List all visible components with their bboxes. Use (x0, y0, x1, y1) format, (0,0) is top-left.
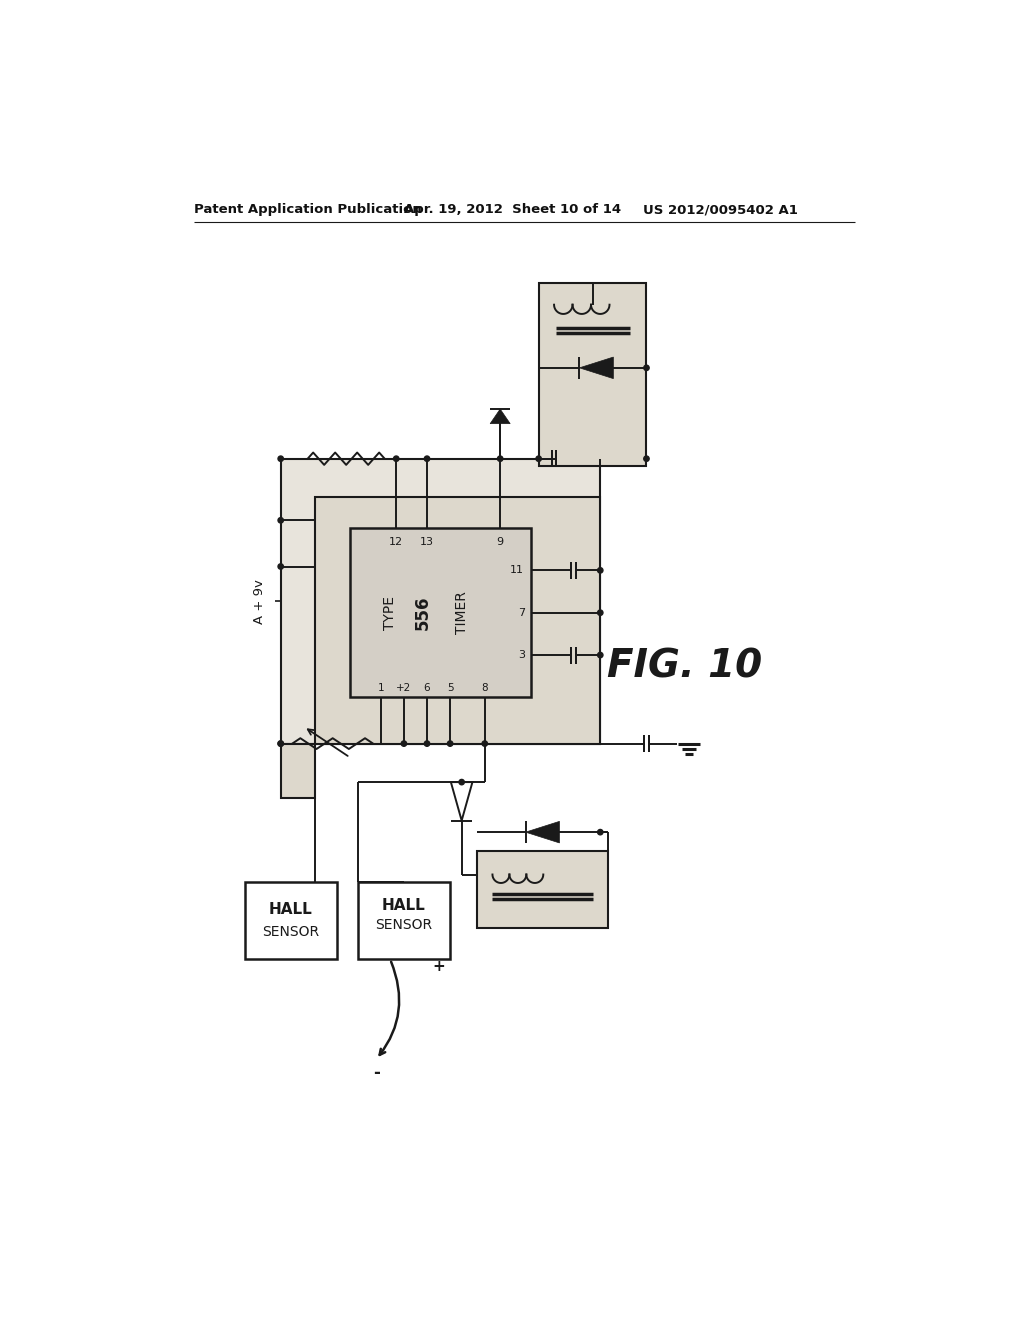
Circle shape (498, 455, 503, 462)
Circle shape (598, 829, 603, 834)
Circle shape (598, 652, 603, 657)
Bar (315, 498, 600, 743)
Bar (477, 851, 608, 928)
Circle shape (536, 455, 542, 462)
Circle shape (401, 741, 407, 746)
Text: -: - (373, 1064, 380, 1082)
Polygon shape (580, 358, 613, 379)
Polygon shape (525, 821, 559, 843)
Text: US 2012/0095402 A1: US 2012/0095402 A1 (643, 203, 798, 216)
Text: 5: 5 (446, 684, 454, 693)
Text: 3: 3 (518, 649, 525, 660)
Circle shape (393, 455, 399, 462)
Text: 11: 11 (510, 565, 524, 576)
Text: +: + (432, 960, 445, 974)
Circle shape (278, 741, 284, 746)
Circle shape (644, 455, 649, 462)
Text: 7: 7 (518, 607, 525, 618)
Circle shape (278, 455, 284, 462)
Bar (245, 882, 337, 960)
Circle shape (278, 741, 284, 746)
Text: 556: 556 (414, 595, 431, 630)
Text: TIMER: TIMER (456, 591, 469, 634)
Bar (357, 882, 451, 960)
Text: +2: +2 (396, 684, 412, 693)
Text: A + 9v: A + 9v (253, 578, 265, 623)
Bar (539, 284, 646, 466)
Circle shape (447, 741, 453, 746)
Text: TYPE: TYPE (383, 595, 397, 630)
Polygon shape (490, 409, 510, 424)
Text: 1: 1 (378, 684, 384, 693)
Text: 13: 13 (420, 537, 434, 546)
Circle shape (598, 568, 603, 573)
Circle shape (424, 741, 430, 746)
Text: SENSOR: SENSOR (376, 917, 432, 932)
Bar (281, 459, 600, 743)
Circle shape (424, 455, 430, 462)
Circle shape (598, 610, 603, 615)
Text: SENSOR: SENSOR (262, 925, 319, 940)
Bar (350, 528, 531, 697)
Text: HALL: HALL (269, 902, 312, 916)
Text: HALL: HALL (382, 898, 426, 913)
Circle shape (459, 779, 464, 785)
Bar (281, 743, 315, 797)
Text: Patent Application Publication: Patent Application Publication (195, 203, 422, 216)
Circle shape (644, 366, 649, 371)
Circle shape (278, 564, 284, 569)
Text: 12: 12 (389, 537, 403, 546)
Text: Apr. 19, 2012  Sheet 10 of 14: Apr. 19, 2012 Sheet 10 of 14 (403, 203, 621, 216)
Circle shape (482, 741, 487, 746)
Text: FIG. 10: FIG. 10 (607, 648, 763, 685)
Text: 8: 8 (481, 684, 488, 693)
Text: 9: 9 (497, 537, 504, 546)
Text: 6: 6 (424, 684, 430, 693)
Circle shape (278, 517, 284, 523)
